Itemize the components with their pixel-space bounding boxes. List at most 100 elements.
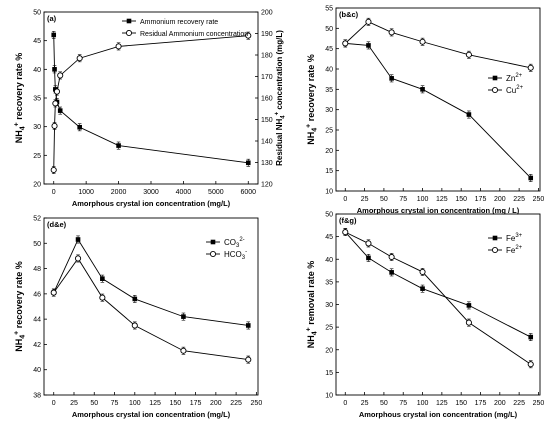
series-line <box>345 42 532 179</box>
legend-label: Ammonium recovery rate <box>140 19 218 26</box>
x-axis-title: Amorphous crystal ion concentration (mg … <box>357 206 520 215</box>
y-right-axis-title: Residual NH4+ concentration (mg/L) <box>275 30 287 166</box>
y-right-tick-label: 160 <box>261 96 273 103</box>
x-tick-label: 150 <box>169 400 181 407</box>
data-point <box>181 314 186 319</box>
x-tick-label: 1000 <box>78 189 94 196</box>
data-point <box>245 160 251 166</box>
y-right-tick-label: 150 <box>261 117 273 124</box>
series-line <box>344 231 531 338</box>
data-point <box>491 246 499 254</box>
x-tick-label: 6000 <box>240 189 256 196</box>
y-tick-label: 42 <box>33 342 41 349</box>
x-tick-label: 2000 <box>111 189 127 196</box>
data-point <box>466 303 472 308</box>
x-tick-label: 200 <box>494 196 506 203</box>
y-tick-label: 10 <box>325 393 333 400</box>
x-axis-title: Amorphous crystal ion concentration (mg/… <box>72 410 231 419</box>
panel-label: (d&e) <box>47 220 67 229</box>
y-axis-title-text: NH4+ recovery rate % <box>14 53 27 144</box>
y-axis-title-text: NH4+ recovery rate % <box>14 261 27 352</box>
legend-label: Cu2+ <box>506 85 524 95</box>
y-tick-label: 55 <box>325 6 333 13</box>
data-point <box>115 43 122 50</box>
x-tick-label: 75 <box>399 196 407 203</box>
plot-frame <box>43 217 259 396</box>
x-tick-label: 0 <box>343 196 347 203</box>
x-tick-label: 175 <box>475 196 487 203</box>
data-point <box>388 29 395 36</box>
x-tick-label: 3000 <box>143 189 159 196</box>
y-axis-title-text: NH4+ recovery rate % <box>306 54 319 145</box>
data-point <box>465 319 472 326</box>
data-point <box>126 18 132 24</box>
x-tick-label: 100 <box>417 196 429 203</box>
data-point <box>116 143 121 148</box>
data-point <box>180 347 187 354</box>
data-point <box>389 76 394 81</box>
data-point <box>53 88 61 95</box>
chart-panel-1: 0 1000 2000 3000 4000 5000 6000 20 25 30 35 40 45 50 1… <box>14 10 287 209</box>
y-right-tick-label: 170 <box>261 74 273 81</box>
legend-label: CO32- <box>224 237 245 249</box>
x-tick-label: 50 <box>90 400 98 407</box>
data-point <box>465 51 472 58</box>
data-point <box>52 67 57 72</box>
y-right-tick-label: 200 <box>261 10 273 17</box>
data-point <box>365 18 372 25</box>
y-tick-label: 25 <box>325 325 333 332</box>
data-point <box>527 361 534 368</box>
y-tick-label: 50 <box>33 241 41 248</box>
legend-label: Fe3+ <box>506 233 523 243</box>
data-point <box>131 322 138 329</box>
y-tick-label: 30 <box>325 107 333 114</box>
y-tick-label: 40 <box>33 67 41 74</box>
y-tick-label: 35 <box>325 87 333 94</box>
data-point <box>419 38 426 45</box>
x-tick-label: 200 <box>210 400 222 407</box>
data-point <box>420 87 425 92</box>
data-point <box>492 235 498 241</box>
chart-panel-2: 0 25 50 75 100 125 150 175 200 225 250 10 15 20 25 30 35… <box>306 6 545 216</box>
x-tick-label: 250 <box>533 400 545 407</box>
data-point <box>366 255 371 261</box>
y-axis-title: NH4+ recovery rate % <box>306 54 319 145</box>
data-point <box>420 286 425 291</box>
y-tick-label: 35 <box>325 279 333 286</box>
y-tick-label: 40 <box>325 257 333 264</box>
y-tick-label: 35 <box>33 96 41 103</box>
x-tick-label: 25 <box>70 400 78 407</box>
series-line <box>345 231 531 365</box>
panel-label: (a) <box>47 14 57 23</box>
panel-label: (f&g) <box>339 216 357 225</box>
x-tick-label: 175 <box>475 400 487 407</box>
x-axis-title: Amorphous crystal ion concentration (mg/… <box>359 410 518 419</box>
series-line <box>344 21 531 69</box>
y-tick-label: 50 <box>325 26 333 33</box>
data-point <box>342 229 349 236</box>
data-point <box>245 32 252 39</box>
data-point <box>528 334 534 340</box>
y-tick-label: 30 <box>325 302 333 309</box>
x-tick-label: 250 <box>533 196 545 203</box>
data-point <box>492 75 498 81</box>
data-point <box>210 239 216 245</box>
y-tick-label: 38 <box>33 393 41 400</box>
y-tick-label: 48 <box>33 266 41 273</box>
data-point <box>76 55 83 62</box>
y-right-tick-label: 190 <box>261 31 273 38</box>
y-right-tick-label: 140 <box>261 139 273 146</box>
y-axis-title-text: NH4+ removal rate % <box>306 261 319 349</box>
legend-label: Residual Ammonium concentration <box>140 31 248 38</box>
data-point <box>75 237 81 242</box>
x-tick-label: 175 <box>190 400 202 407</box>
data-point <box>389 270 394 275</box>
data-point <box>51 122 58 129</box>
y-tick-label: 20 <box>325 347 333 354</box>
y-tick-label: 50 <box>33 10 41 17</box>
data-point <box>100 276 105 281</box>
data-point <box>51 32 57 38</box>
plot-frame <box>335 7 541 192</box>
y-tick-label: 25 <box>325 128 333 135</box>
